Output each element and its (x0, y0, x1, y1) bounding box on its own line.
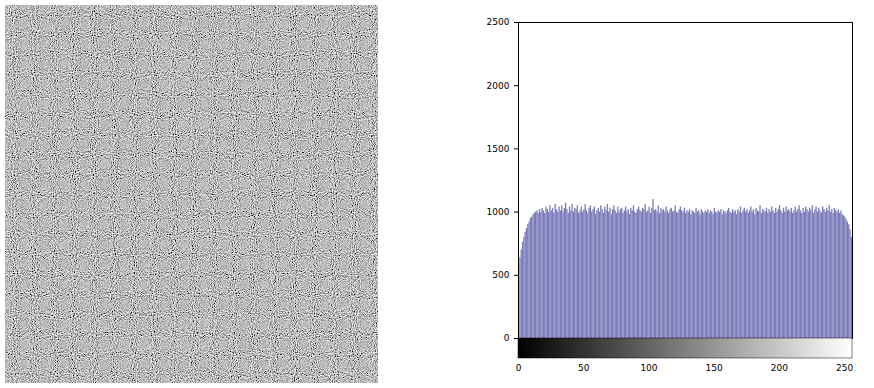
svg-text:150: 150 (706, 363, 723, 373)
svg-text:250: 250 (836, 363, 853, 373)
svg-text:50: 50 (578, 363, 590, 373)
svg-text:100: 100 (640, 363, 657, 373)
svg-text:1000: 1000 (487, 207, 510, 217)
svg-text:1500: 1500 (487, 144, 510, 154)
svg-text:500: 500 (492, 270, 509, 280)
svg-text:2000: 2000 (487, 81, 510, 91)
svg-text:0: 0 (516, 363, 522, 373)
svg-text:200: 200 (771, 363, 788, 373)
svg-text:0: 0 (504, 333, 510, 343)
svg-text:2500: 2500 (487, 17, 510, 27)
